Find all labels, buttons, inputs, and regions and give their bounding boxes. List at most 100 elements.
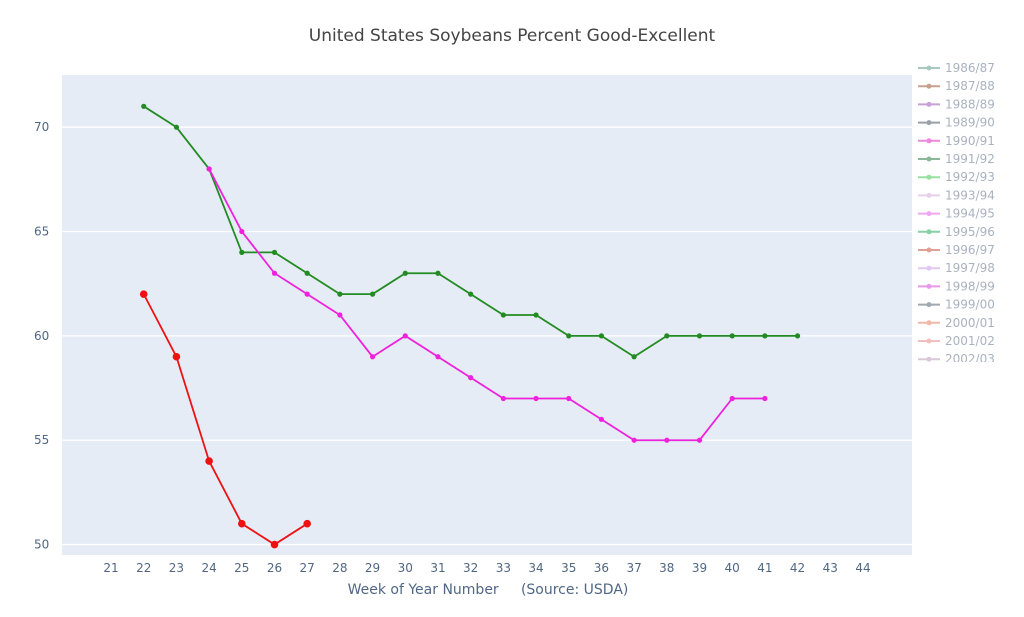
legend-swatch-marker [926,192,932,198]
legend-label: 1991/92 [945,152,995,166]
data-point [141,103,147,109]
data-point [369,291,376,297]
legend-label: 1989/90 [945,116,995,130]
tick-labels: 50 55 60 65 70 21 22 23 24 25 26 27 28 29 30 31 32 33 34 35… [34,120,871,575]
legend-item[interactable]: 1991/92 [918,152,995,166]
legend-label: 1990/91 [945,134,995,148]
legend-label: 1998/99 [945,279,995,293]
legend-swatch-marker [926,338,932,344]
x-tick-label: 40 [725,561,740,575]
legend-item[interactable]: 1992/93 [918,170,995,184]
plot-area [62,75,912,555]
data-point [696,333,703,339]
x-tick-label: 44 [855,561,870,575]
x-tick-label: 24 [201,561,216,575]
x-tick-label: 22 [136,561,151,575]
data-point [631,354,637,360]
y-tick-label: 70 [34,120,49,134]
data-point [206,166,212,172]
x-tick-label: 43 [823,561,838,575]
data-point [566,395,572,402]
legend-item[interactable]: 1998/99 [918,279,995,293]
x-tick-label: 32 [463,561,478,575]
x-tick-label: 38 [659,561,674,575]
legend-item[interactable]: 2002/03 [918,352,995,366]
legend-item[interactable]: 1987/88 [918,79,995,93]
data-point [271,249,278,255]
data-point [435,270,441,276]
series-line [142,293,308,546]
y-tick-label: 65 [34,225,49,239]
data-point [762,395,768,402]
legend-swatch-marker [926,65,932,71]
data-point [468,375,474,381]
data-point [598,333,605,339]
legend-label: 2000/01 [945,316,995,330]
legend-item[interactable]: 1990/91 [918,134,995,148]
x-tick-label: 31 [430,561,445,575]
legend-item[interactable]: 1993/94 [918,188,995,202]
legend-item[interactable]: 2000/01 [918,316,995,330]
data-point [337,291,343,297]
legend-item[interactable]: 2001/02 [918,334,995,348]
legend-swatch-marker [926,156,932,162]
x-axis-title: Week of Year Number (Source: USDA) [348,582,629,598]
data-point [271,270,278,276]
data-point [402,333,408,339]
legend-item[interactable]: 1999/00 [918,298,995,312]
legend-swatch-marker [926,101,932,107]
data-point [205,457,213,465]
data-point [762,333,768,339]
legend-label: 1995/96 [945,225,995,239]
legend-label: 1994/95 [945,207,995,221]
legend-swatch-marker [926,211,932,217]
legend-label: 1986/87 [945,61,995,75]
x-tick-label: 35 [561,561,576,575]
legend-swatch-marker [926,265,932,271]
legend-label: 1997/98 [945,261,995,275]
legend-item[interactable]: 1995/96 [918,225,995,239]
x-tick-label: 33 [496,561,511,575]
legend-label: 2002/03 [945,352,995,366]
legend-label: 1999/00 [945,298,995,312]
data-point [468,291,474,297]
legend-label: 2001/02 [945,334,995,348]
x-tick-label: 34 [528,561,543,575]
data-point [664,437,670,443]
x-tick-label: 21 [103,561,118,575]
data-point [696,437,703,443]
legend-label: 1993/94 [945,188,995,202]
data-point [500,395,506,402]
legend-item[interactable]: 1988/89 [918,97,995,111]
data-point [173,124,180,130]
y-tick-label: 55 [34,433,49,447]
legend-swatch-marker [926,356,932,362]
legend-swatch-marker [926,283,932,289]
y-tick-label: 60 [34,329,49,343]
data-point [402,270,408,276]
data-point [435,354,441,360]
data-point [533,312,539,318]
x-tick-label: 27 [300,561,315,575]
data-point [304,270,310,276]
legend-swatch-marker [926,83,932,89]
legend-item[interactable]: 1989/90 [918,116,995,130]
legend-item[interactable]: 1994/95 [918,207,995,221]
chart-title: United States Soybeans Percent Good-Exce… [308,26,716,46]
legend-label: 1992/93 [945,170,995,184]
legend-item[interactable]: 1996/97 [918,243,995,257]
legend-swatch-marker [926,174,932,180]
legend-item[interactable]: 1997/98 [918,261,995,275]
data-point [304,291,310,297]
legend-item[interactable]: 1986/87 [918,61,995,75]
data-point [631,437,637,443]
data-point [533,395,539,402]
x-tick-label: 41 [757,561,772,575]
legend-swatch-marker [926,229,932,235]
x-tick-label: 42 [790,561,805,575]
data-point [794,333,801,339]
series-line [208,168,765,442]
data-point [500,312,506,318]
legend[interactable]: 1986/87 1987/88 1988/89 1989/90 1990/91 1991/… [918,61,995,366]
